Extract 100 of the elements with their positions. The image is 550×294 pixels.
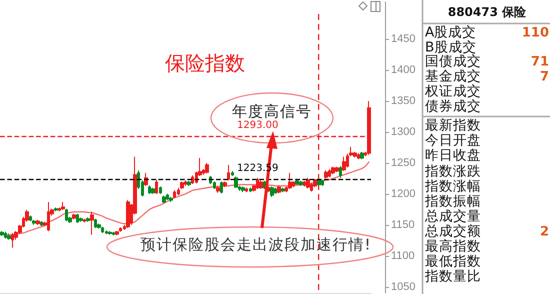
candlestick [306, 177, 310, 189]
candlestick [187, 180, 191, 186]
candlestick [94, 218, 97, 228]
candlestick [328, 168, 331, 178]
candlestick [205, 162, 209, 174]
candlestick [342, 156, 346, 172]
candlestick [90, 211, 94, 236]
text: 总成交量 [425, 208, 481, 224]
y-tick-label: 1400 [391, 64, 416, 76]
text: A股成交 [425, 24, 476, 40]
text: 7 [540, 70, 549, 84]
y-tick-label: 1250 [391, 156, 416, 169]
candlestick [220, 181, 223, 194]
text: 指数振幅 [425, 193, 481, 210]
y-tick-label: 1100 [391, 250, 415, 262]
candlestick [277, 185, 281, 194]
candlestick [112, 231, 115, 236]
candlestick [11, 232, 14, 248]
candlestick [115, 230, 119, 236]
text: 债券成交 [425, 98, 481, 114]
ref-line-label: 1293.00 [237, 120, 278, 132]
candlestick [324, 170, 328, 179]
candlestick [223, 181, 227, 188]
candlestick [76, 213, 79, 224]
text: 指数涨跌 [425, 163, 481, 180]
text: 71 [530, 54, 549, 70]
candlestick [40, 220, 43, 227]
y-tick-label: 1350 [391, 95, 416, 108]
candlestick [360, 151, 364, 160]
y-tick-label: 1050 [391, 280, 416, 293]
candlestick [86, 216, 90, 222]
text: 2 [540, 224, 549, 240]
candlestick [83, 218, 86, 223]
candlestick [216, 186, 220, 194]
candlestick [159, 186, 162, 194]
candlestick [274, 187, 277, 194]
text: 保险指数 [165, 51, 245, 75]
candlestick [155, 179, 158, 194]
candlestick [54, 207, 58, 212]
annotation: 预计保险股会走出波段加速行情! [140, 236, 372, 254]
candlestick [162, 195, 166, 204]
y-tick-label: 1300 [391, 126, 416, 138]
candlestick [47, 201, 50, 232]
candlestick [249, 187, 252, 193]
candlestick [331, 166, 335, 175]
candlestick [245, 187, 248, 193]
text: 指数涨幅 [425, 178, 481, 194]
candlestick [231, 170, 234, 176]
candlestick [303, 180, 306, 188]
text: 基金成交 [425, 68, 481, 84]
candlestick [259, 180, 263, 190]
candlestick [281, 187, 285, 193]
candlestick [270, 186, 274, 198]
candlestick [353, 151, 357, 158]
candlestick [36, 219, 40, 226]
candlestick [295, 179, 299, 186]
y-tick-label: 1450 [391, 33, 416, 46]
candlestick [65, 208, 68, 222]
annotation: 年度高信号 [232, 102, 312, 120]
candlestick [166, 193, 169, 201]
text: 总成交额 [425, 223, 481, 240]
candlestick [241, 186, 245, 193]
candlestick [256, 177, 259, 190]
text: 昨日收盘 [425, 147, 481, 164]
text: 最低指数 [425, 253, 481, 270]
candlestick [108, 230, 112, 236]
candlestick [313, 178, 317, 188]
line-series [4, 161, 370, 236]
candlestick [4, 231, 7, 240]
text: 今日开盘 [425, 132, 481, 148]
candlestick [191, 174, 194, 185]
text: 110 [522, 26, 549, 40]
candlestick [173, 190, 176, 199]
candlestick [61, 201, 65, 211]
candlestick [339, 166, 342, 178]
candlestick [79, 216, 83, 222]
candlestick [288, 172, 292, 190]
candlestick [234, 176, 238, 188]
candlestick [357, 152, 360, 160]
candlestick [7, 233, 11, 240]
candlestick [29, 215, 32, 222]
text: 国债成交 [425, 53, 481, 70]
text: 880473 保险 [448, 5, 526, 19]
candlestick [310, 182, 313, 192]
y-tick-label: 1150 [391, 218, 415, 231]
candlestick [335, 166, 339, 173]
candlestick [101, 226, 104, 234]
candlestick [148, 184, 151, 194]
candlestick [169, 196, 173, 202]
candlestick [321, 179, 324, 186]
text: B股成交 [425, 39, 476, 56]
y-tick-label: 1200 [391, 188, 416, 200]
candlestick [184, 180, 187, 186]
text: 指数量比 [425, 268, 481, 284]
candlestick [126, 200, 130, 228]
text: 最新指数 [425, 117, 481, 134]
candlestick [72, 213, 76, 220]
candlestick [299, 180, 303, 186]
candlestick [32, 219, 36, 226]
candlestick [119, 226, 122, 232]
